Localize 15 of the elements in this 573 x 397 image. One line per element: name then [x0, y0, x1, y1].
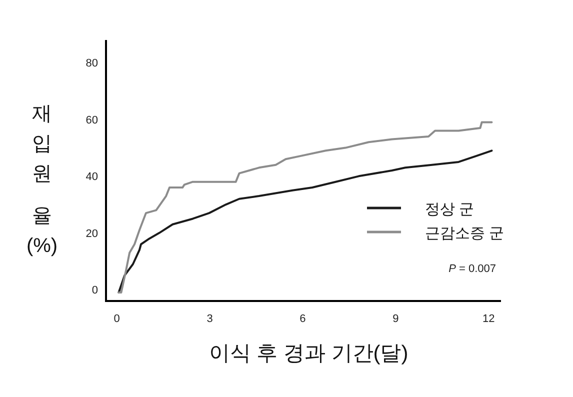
legend-label: 근감소증 군 — [425, 225, 504, 242]
y-tick-label: 80 — [86, 58, 98, 70]
y-tick-label: 0 — [92, 284, 98, 297]
legend-label: 정상 군 — [425, 201, 474, 218]
annotation: P = 0.007 — [448, 263, 496, 275]
x-tick-label: 3 — [206, 313, 213, 325]
y-tick-label: 60 — [86, 114, 98, 126]
y-axis-title: 재입원율 (%) — [26, 103, 58, 257]
y-tick-label: 20 — [86, 228, 98, 240]
x-axis-title: 이식 후 경과 기간(달) — [208, 342, 408, 365]
x-tick-label: 6 — [300, 313, 306, 325]
y-tick-label: 40 — [86, 171, 98, 184]
x-tick-label: 0 — [114, 313, 120, 325]
x-tick-label: 12 — [482, 313, 495, 325]
x-tick-label: 9 — [392, 313, 399, 325]
